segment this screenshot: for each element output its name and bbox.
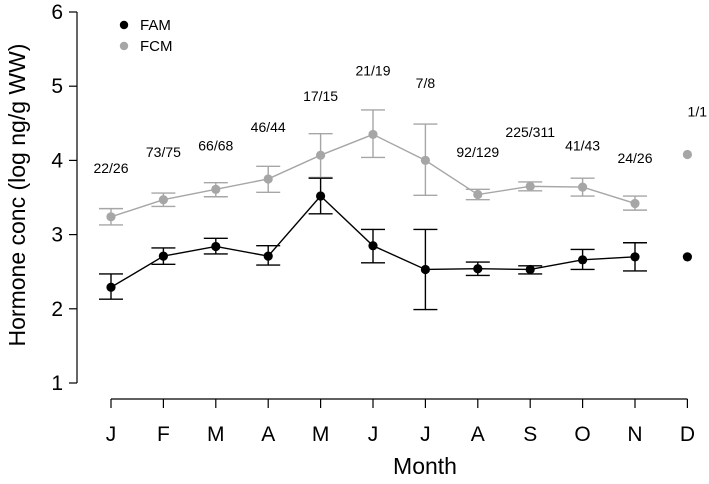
x-tick-label: S bbox=[523, 423, 537, 446]
fcm-point bbox=[368, 129, 378, 140]
legend-fcm-label: FCM bbox=[140, 38, 173, 55]
y-tick-label: 3 bbox=[51, 224, 63, 247]
x-tick-label: M bbox=[207, 423, 225, 446]
y-tick-label: 2 bbox=[51, 298, 63, 321]
x-tick-label: J bbox=[368, 423, 379, 446]
sample-size-label: 1/1 bbox=[688, 103, 708, 119]
fam-point bbox=[211, 241, 221, 252]
legend-fam-marker bbox=[119, 20, 129, 30]
x-tick-label: A bbox=[261, 423, 275, 446]
fam-point bbox=[630, 252, 640, 262]
x-tick-label: J bbox=[420, 423, 431, 446]
sample-size-label: 66/68 bbox=[198, 138, 233, 154]
x-tick-label: F bbox=[157, 423, 170, 446]
y-tick-label: 5 bbox=[51, 75, 63, 98]
sample-size-label: 21/19 bbox=[355, 63, 390, 79]
fam-point bbox=[158, 251, 168, 261]
sample-size-label: 92/129 bbox=[456, 144, 499, 160]
sample-size-label: 24/26 bbox=[617, 150, 652, 166]
y-tick-label: 4 bbox=[51, 149, 63, 172]
fcm-point bbox=[211, 184, 221, 194]
fcm-point bbox=[682, 149, 693, 160]
x-tick-label: J bbox=[106, 423, 117, 446]
fam-point bbox=[420, 264, 430, 275]
y-tick-label: 1 bbox=[51, 372, 63, 395]
sample-size-label: 46/44 bbox=[251, 119, 286, 135]
fcm-point bbox=[263, 174, 273, 184]
fcm-point bbox=[578, 182, 588, 192]
sample-size-label: 7/8 bbox=[416, 75, 436, 91]
x-tick-label: N bbox=[627, 423, 642, 446]
x-axis-title: Month bbox=[393, 453, 457, 479]
x-tick-label: O bbox=[574, 423, 590, 446]
fcm-point bbox=[158, 195, 168, 205]
fam-point bbox=[578, 255, 588, 265]
x-tick-label: D bbox=[680, 423, 695, 446]
x-tick-label: A bbox=[471, 423, 485, 446]
sample-size-label: 22/26 bbox=[93, 160, 128, 176]
legend-fam-label: FAM bbox=[140, 17, 171, 34]
fam-point bbox=[525, 264, 535, 275]
fcm-point bbox=[525, 181, 535, 191]
fcm-point bbox=[473, 189, 483, 200]
sample-size-label: 225/311 bbox=[505, 124, 555, 140]
fam-point bbox=[316, 191, 326, 201]
fcm-point bbox=[316, 150, 326, 160]
sample-size-label: 41/43 bbox=[565, 138, 600, 154]
sample-size-label: 73/75 bbox=[146, 144, 181, 160]
fam-point bbox=[106, 282, 116, 292]
fam-point bbox=[473, 264, 483, 274]
fcm-point bbox=[420, 155, 430, 165]
fam-point bbox=[682, 252, 693, 262]
fam-point bbox=[368, 241, 378, 251]
sample-size-label: 17/15 bbox=[303, 88, 338, 104]
fcm-point bbox=[630, 198, 640, 209]
legend-fcm-marker bbox=[119, 41, 129, 51]
fcm-point bbox=[106, 212, 116, 222]
x-tick-label: M bbox=[312, 423, 330, 446]
y-axis-title: Hormone conc (log ng/g WW) bbox=[4, 44, 30, 347]
y-tick-label: 6 bbox=[51, 1, 63, 24]
fam-point bbox=[263, 251, 273, 261]
